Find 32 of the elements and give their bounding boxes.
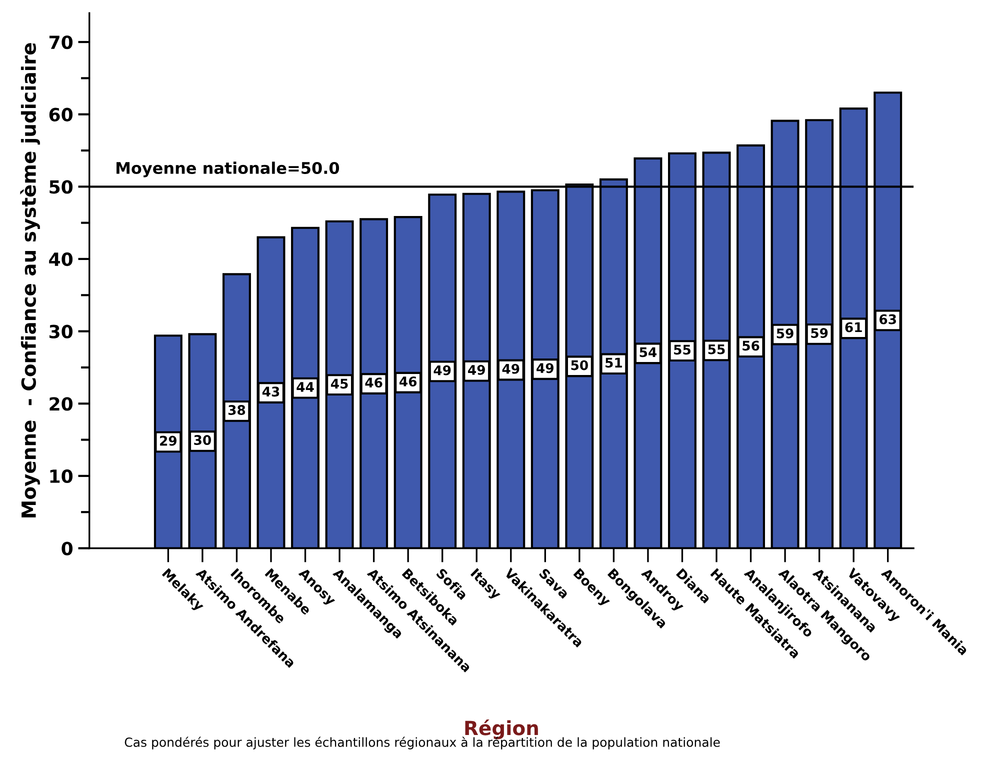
y-tick-label: 60: [49, 108, 73, 122]
y-tick-label: 10: [50, 469, 73, 484]
data-label: 46: [365, 378, 382, 388]
data-label: 54: [640, 347, 657, 358]
data-label: 50: [571, 360, 588, 370]
data-label: 55: [674, 344, 690, 355]
data-label: 46: [399, 376, 417, 386]
data-label: 44: [296, 382, 314, 392]
data-label: 55: [708, 344, 725, 354]
data-label: 30: [194, 435, 212, 446]
data-label: 56: [742, 340, 760, 351]
data-label: 49: [502, 364, 520, 374]
data-label: 49: [536, 363, 554, 374]
data-label: 49: [468, 364, 485, 375]
y-tick-label: 70: [49, 35, 73, 50]
data-label: 38: [228, 405, 246, 416]
data-label: 59: [776, 328, 794, 338]
y-tick-label: 50: [50, 180, 73, 194]
data-label: 51: [606, 358, 622, 368]
data-label: 63: [879, 314, 896, 324]
data-label: 45: [330, 378, 348, 389]
y-tick-label: 30: [49, 324, 73, 338]
y-tick-label: 20: [50, 397, 73, 411]
y-tick-label: 0: [62, 542, 73, 556]
data-label: 43: [262, 386, 280, 397]
data-label: 49: [434, 365, 451, 376]
data-label: 61: [845, 322, 862, 332]
ref-line-label: Moyenne nationale=50.0: [116, 162, 340, 178]
y-tick-label: 40: [49, 252, 73, 266]
y-axis-title: Moyenne - Confiance au système judiciaire: [20, 43, 40, 518]
data-label: 29: [160, 436, 177, 446]
data-label: 59: [811, 328, 828, 338]
